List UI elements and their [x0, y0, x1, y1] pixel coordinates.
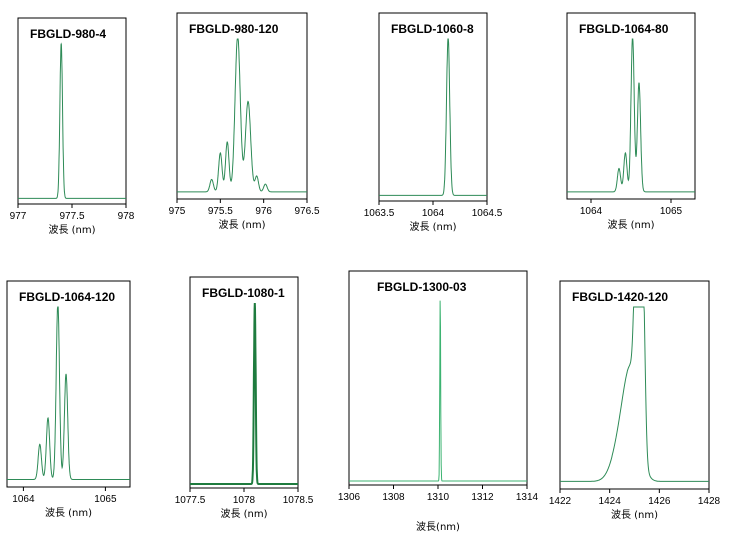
x-axis-label: 波長 (nm)	[48, 223, 95, 236]
x-tick-label: 976	[255, 206, 272, 217]
chart-panel: FBGLD-1420-120 1422 1424 1426 1428 波長 (nm)	[549, 281, 721, 521]
x-axis-label: 波長 (nm)	[218, 218, 265, 231]
plot-frame	[177, 13, 307, 199]
chart-title: FBGLD-980-120	[189, 22, 279, 36]
x-tick-label: 1063.5	[364, 208, 395, 219]
plot-frame	[379, 13, 487, 201]
x-tick-label: 977.5	[59, 211, 84, 222]
chart-panel: FBGLD-1064-80 1064 1065 波長 (nm)	[567, 13, 695, 231]
x-axis-label: 波長 (nm)	[607, 218, 654, 231]
x-axis-label: 波長 (nm)	[409, 220, 456, 233]
x-axis-label: 波長 (nm)	[611, 508, 658, 521]
chart-title: FBGLD-1064-120	[19, 290, 115, 304]
x-tick-label: 1077.5	[175, 495, 206, 506]
chart-title: FBGLD-1420-120	[572, 290, 668, 304]
chart-title: FBGLD-1300-03	[377, 280, 467, 294]
x-tick-label: 1078	[233, 495, 256, 506]
x-axis-label: 波長(nm)	[416, 520, 460, 533]
x-tick-label: 977	[10, 211, 27, 222]
plot-frame	[560, 281, 709, 489]
plot-frame	[18, 18, 126, 204]
x-axis-label: 波長 (nm)	[45, 506, 92, 519]
chart-panel: FBGLD-980-4 977 977.5 978 波長 (nm)	[10, 18, 135, 236]
chart-panel: FBGLD-980-120 975 975.5 976 976.5 波長 (nm)	[169, 13, 320, 231]
x-tick-label: 1312	[471, 492, 494, 503]
x-tick-label: 975.5	[208, 206, 233, 217]
chart-panel: FBGLD-1300-03 1306 1308 1310 1312 1314 波長(nm)	[338, 271, 539, 533]
x-tick-label: 1064	[422, 208, 445, 219]
x-tick-label: 1306	[338, 492, 361, 503]
x-tick-label: 1308	[382, 492, 405, 503]
x-tick-label: 1065	[660, 206, 683, 217]
chart-title: FBGLD-1064-80	[579, 22, 669, 36]
x-tick-label: 975	[169, 206, 186, 217]
x-tick-label: 1065	[94, 494, 117, 505]
x-tick-label: 1424	[599, 496, 622, 507]
chart-panel: FBGLD-1080-1 1077.5 1078 1078.5 波長 (nm)	[175, 277, 314, 520]
plot-frame	[190, 277, 298, 488]
x-axis-label: 波長 (nm)	[220, 507, 267, 520]
x-tick-label: 1064	[12, 494, 35, 505]
x-tick-label: 976.5	[294, 206, 319, 217]
chart-title: FBGLD-980-4	[30, 27, 106, 41]
plot-frame	[349, 271, 527, 485]
spectra-figure: FBGLD-980-4977 977.5 978波長 (nm)FBGLD-980-1…	[0, 0, 736, 536]
x-tick-label: 1064	[580, 206, 603, 217]
x-tick-label: 1064.5	[472, 208, 503, 219]
chart-title: FBGLD-1060-8	[391, 22, 474, 36]
x-tick-label: 978	[118, 211, 135, 222]
x-tick-label: 1314	[516, 492, 539, 503]
x-tick-label: 1426	[648, 496, 671, 507]
x-tick-label: 1310	[427, 492, 450, 503]
x-tick-label: 1078.5	[283, 495, 314, 506]
x-tick-label: 1428	[698, 496, 721, 507]
x-tick-label: 1422	[549, 496, 572, 507]
chart-panel: FBGLD-1060-8 1063.5 1064 1064.5 波長 (nm)	[364, 13, 503, 233]
chart-title: FBGLD-1080-1	[202, 286, 285, 300]
